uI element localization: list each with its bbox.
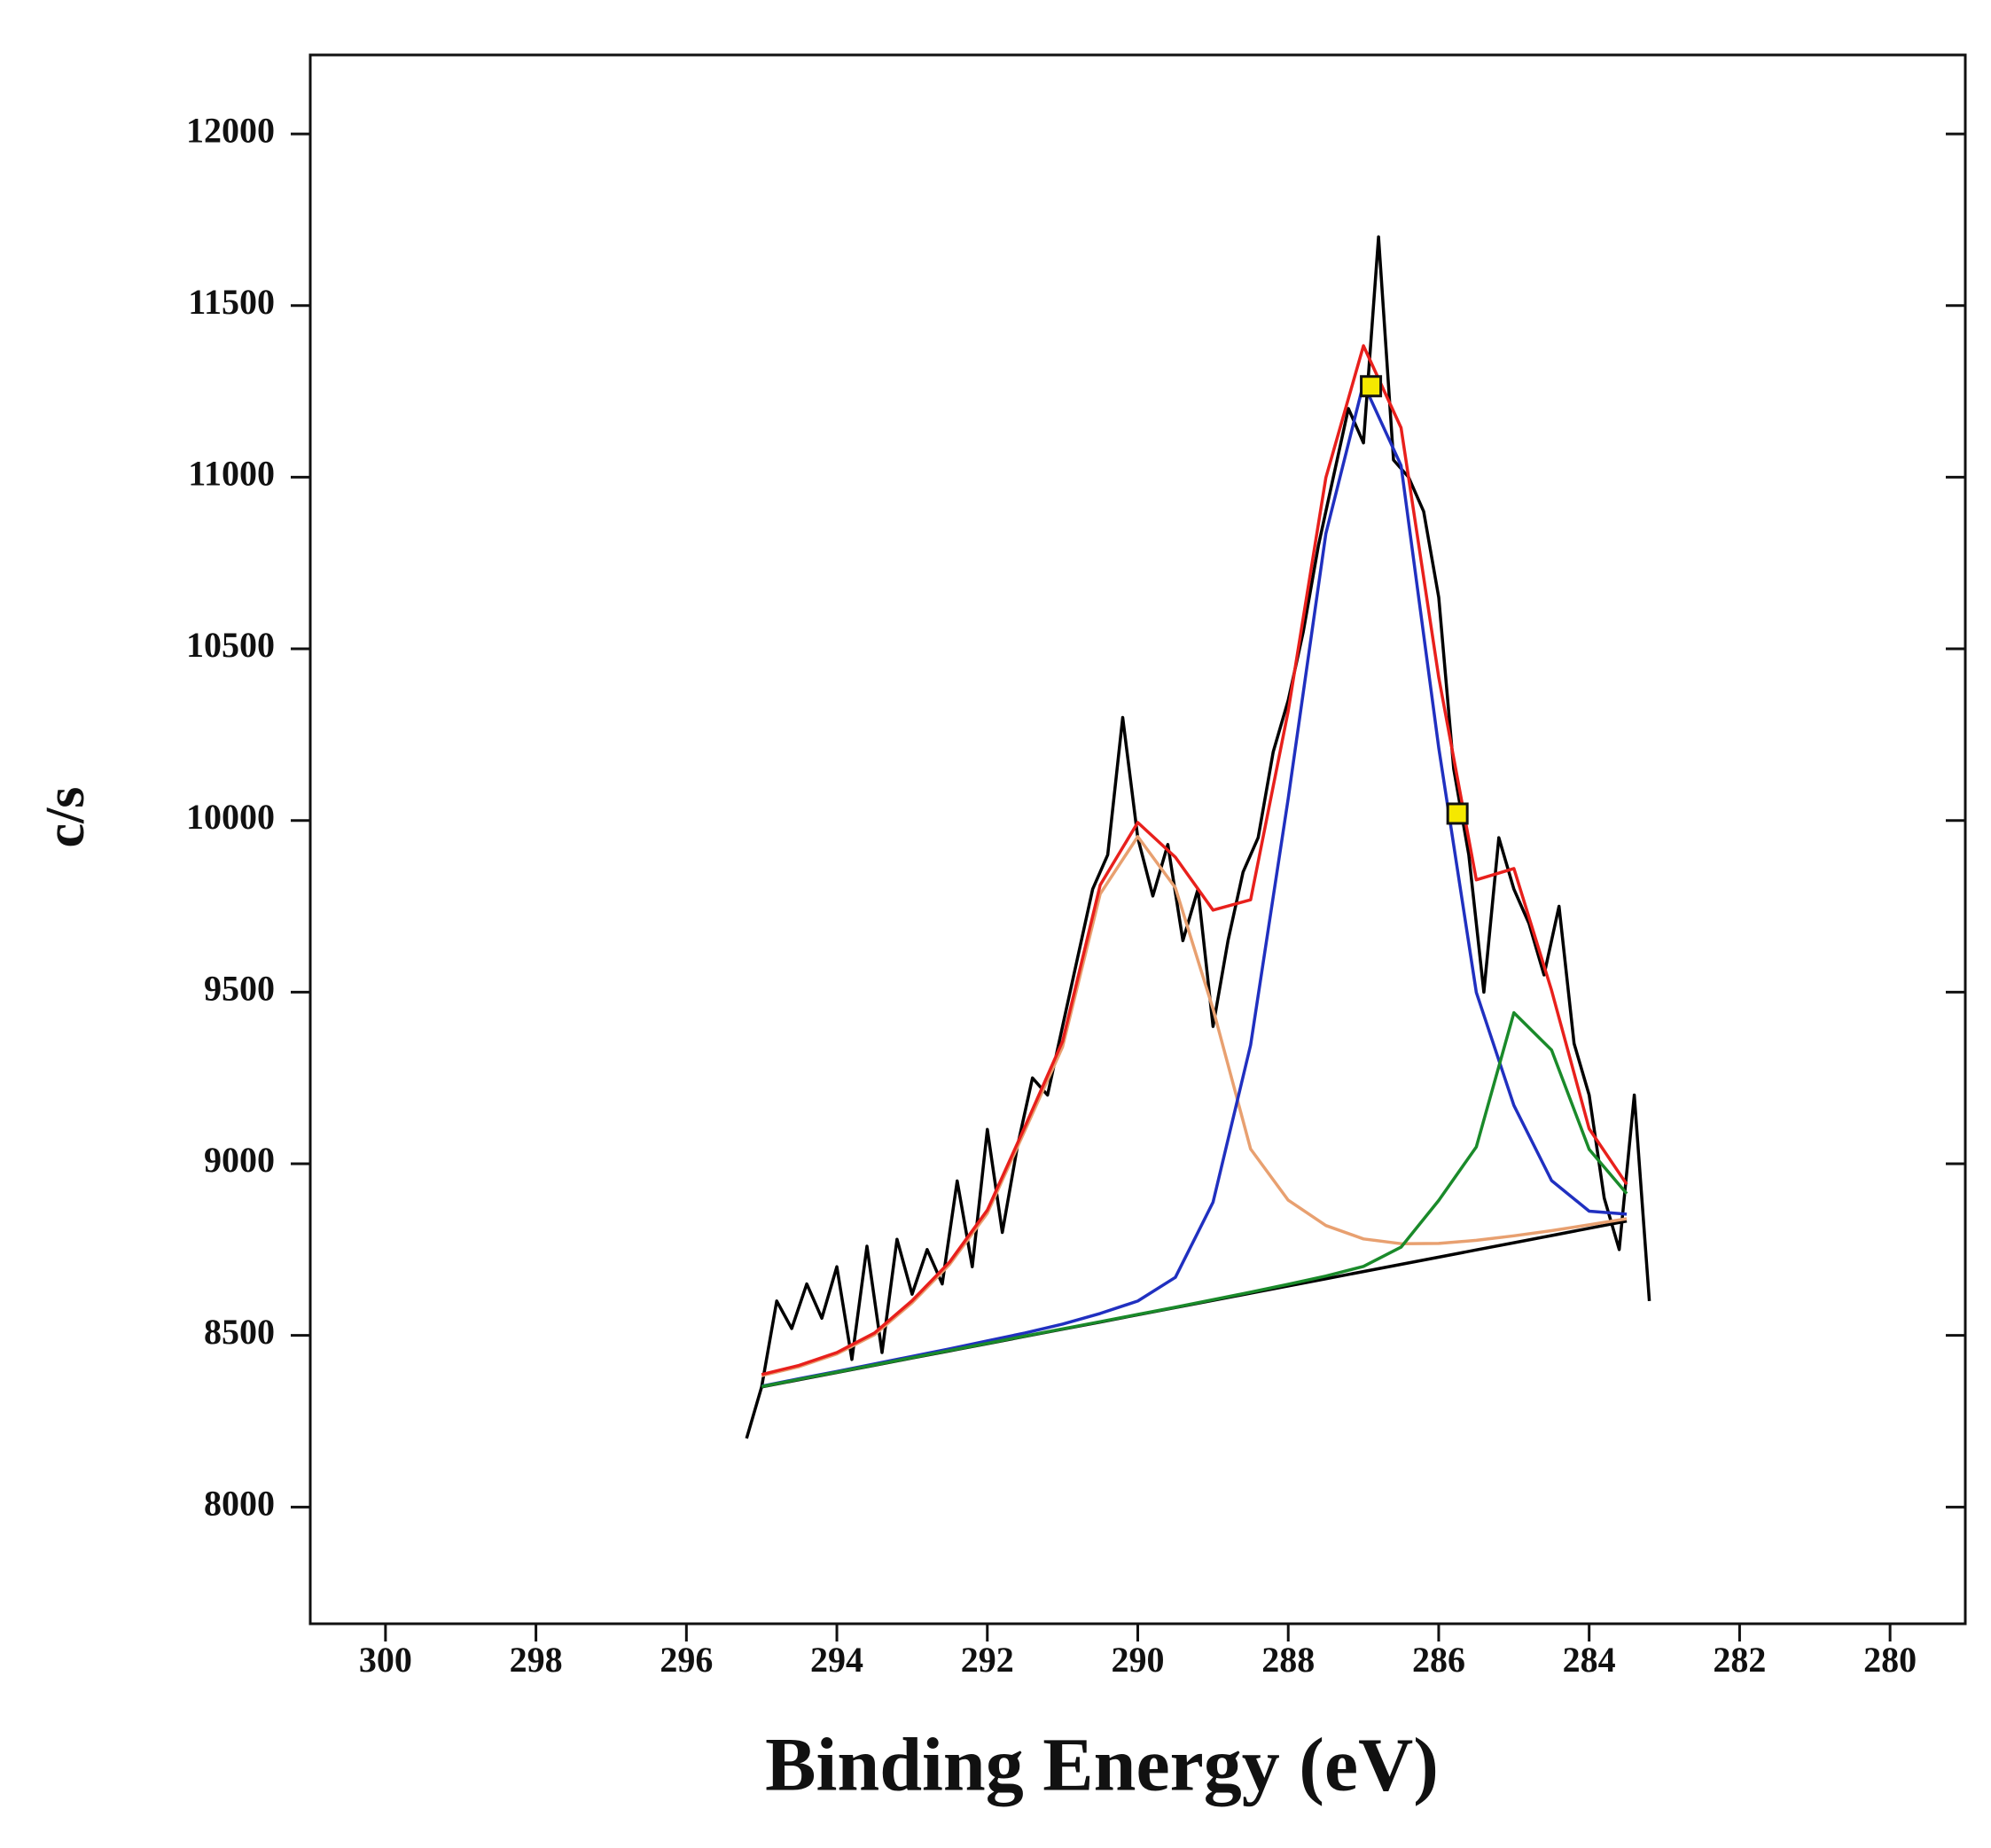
x-tick-label: 300	[359, 1640, 412, 1680]
y-tick-label: 11500	[188, 282, 275, 322]
y-tick-label: 10000	[186, 797, 275, 837]
x-tick-label: 294	[810, 1640, 863, 1680]
series-line	[761, 1010, 1628, 1389]
x-tick-label: 284	[1563, 1640, 1616, 1680]
y-tick-label: 12000	[186, 110, 275, 150]
x-tick-label: 286	[1412, 1640, 1465, 1680]
marker	[1446, 802, 1469, 825]
y-tick-label: 9500	[204, 969, 275, 1009]
x-tick-label: 288	[1261, 1640, 1315, 1680]
x-tick-label: 296	[660, 1640, 713, 1680]
x-tick-label: 282	[1713, 1640, 1766, 1680]
series-line	[761, 835, 1628, 1377]
y-tick-label: 11000	[188, 454, 275, 494]
x-tick-label: 292	[961, 1640, 1014, 1680]
series-line	[745, 235, 1651, 1439]
x-axis-label: Binding Energy (eV)	[765, 1722, 1439, 1807]
x-tick-label: 298	[510, 1640, 563, 1680]
marker	[1360, 375, 1383, 398]
series-line	[761, 344, 1628, 1376]
y-tick-label: 8500	[204, 1312, 275, 1352]
x-tick-label: 280	[1863, 1640, 1917, 1680]
x-tick-label: 290	[1112, 1640, 1165, 1680]
y-tick-label: 8000	[204, 1483, 275, 1523]
y-tick-label: 9000	[204, 1140, 275, 1180]
y-tick-label: 10500	[186, 625, 275, 665]
y-axis-label: c/s	[35, 787, 96, 848]
